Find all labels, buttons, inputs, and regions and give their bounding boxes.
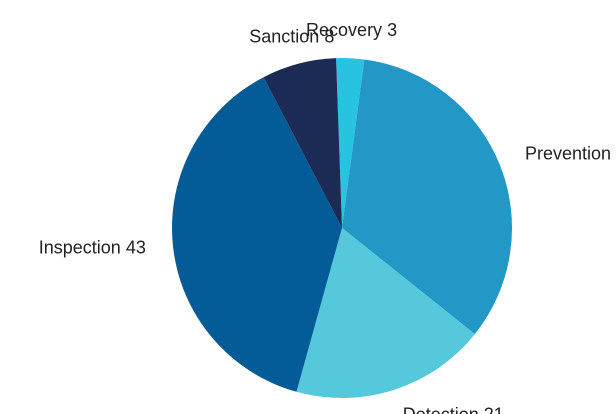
pie-slice <box>171 77 342 392</box>
slice-label: Sanction 8 <box>249 26 334 46</box>
pie-slice <box>342 59 512 335</box>
pie-slice <box>296 228 475 398</box>
slice-label-name: Inspection <box>39 237 121 257</box>
slice-label-value: 8 <box>324 26 334 46</box>
slice-label: Detection 21 <box>403 404 504 414</box>
slice-label-name: Sanction <box>249 26 319 46</box>
slice-label-value: 43 <box>126 237 146 257</box>
slice-label-name: Prevention <box>525 143 611 163</box>
slice-label-value: 21 <box>484 404 504 414</box>
slice-label-name: Recovery <box>306 20 382 40</box>
slice-label: Inspection 43 <box>39 237 146 257</box>
slice-label-value: 3 <box>387 20 397 40</box>
slice-label: Prevention38 <box>525 143 616 163</box>
slice-label-name: Detection <box>403 404 479 414</box>
pie-slice <box>263 58 342 228</box>
pie-slice <box>336 58 365 228</box>
slice-label: Recovery 3 <box>306 20 397 40</box>
